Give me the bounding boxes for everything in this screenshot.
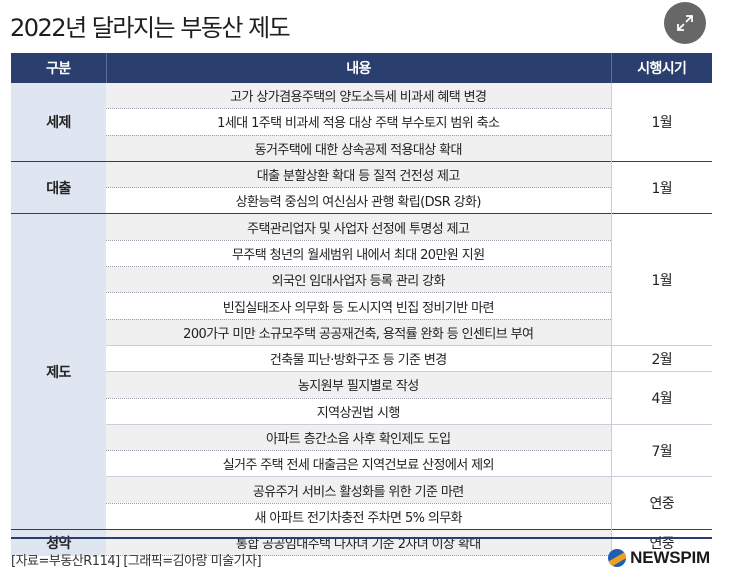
period-cell: 연중 — [610, 476, 712, 530]
content-cell: 1세대 1주택 비과세 적용 대상 주택 부수토지 범위 축소 — [106, 108, 611, 136]
header-period: 시행시기 — [611, 53, 712, 83]
table-row: 지역상권법 시행 — [11, 398, 712, 425]
logo-text: NEWSPIM — [630, 548, 710, 567]
table-row: 아파트 층간소음 사후 확인제도 도입 7월 — [11, 423, 712, 477]
content-cell: 200가구 미만 소규모주택 공공재건축, 용적률 완화 등 인센티브 부여 — [106, 319, 611, 346]
expand-icon — [677, 15, 693, 31]
table-row: 1세대 1주택 비과세 적용 대상 주택 부수토지 범위 축소 — [11, 108, 712, 136]
content-cell: 새 아파트 전기차충전 주차면 5% 의무화 — [106, 503, 611, 531]
content-cell: 동거주택에 대한 상속공제 적용대상 확대 — [106, 135, 611, 162]
content-cell: 빈집실태조사 의무화 등 도시지역 빈집 정비기반 마련 — [106, 292, 611, 320]
content-cell: 아파트 층간소음 사후 확인제도 도입 — [106, 423, 611, 452]
page-title: 2022년 달라지는 부동산 제도 — [10, 14, 291, 42]
table-row: 대출 대출 분할상환 확대 등 질적 건전성 제고 1월 — [11, 160, 712, 214]
table-row: 공유주거 서비스 활성화를 위한 기준 마련 연중 — [11, 476, 712, 530]
period-cell: 2월 — [610, 344, 712, 372]
header-content: 내용 — [106, 53, 612, 83]
expand-button[interactable] — [664, 2, 706, 44]
table-row: 동거주택에 대한 상속공제 적용대상 확대 — [11, 135, 712, 162]
header-category: 구분 — [11, 53, 107, 83]
table-header-row: 구분 내용 시행시기 — [11, 53, 712, 83]
content-cell: 통합 공공임대주택 다자녀 기준 2자녀 이상 확대 — [106, 529, 611, 557]
table-row: 상환능력 중심의 여신심사 관행 확립(DSR 강화) — [11, 187, 712, 215]
content-cell: 고가 상가겸용주택의 양도소득세 비과세 혜택 변경 — [106, 81, 611, 110]
period-cell: 4월 — [610, 371, 712, 425]
period-cell: 1월 — [610, 160, 712, 214]
table-row: 청약 통합 공공임대주택 다자녀 기준 2자녀 이상 확대 연중 — [11, 529, 712, 557]
content-cell: 상환능력 중심의 여신심사 관행 확립(DSR 강화) — [106, 187, 611, 215]
content-cell: 실거주 주택 전세 대출금은 지역건보료 산정에서 제외 — [106, 450, 611, 478]
content-cell: 지역상권법 시행 — [106, 398, 611, 425]
period-cell: 7월 — [610, 423, 712, 477]
period-cell: 1월 — [610, 82, 712, 162]
category-cell: 제도 — [11, 213, 106, 530]
category-cell: 세제 — [11, 82, 106, 162]
content-cell: 주택관리업자 및 사업자 선정에 투명성 제고 — [106, 213, 611, 241]
table-row: 200가구 미만 소규모주택 공공재건축, 용적률 완화 등 인센티브 부여 — [11, 319, 712, 346]
table-bottom-border — [11, 537, 712, 539]
table-row: 무주택 청년의 월세범위 내에서 최대 20만원 지원 — [11, 240, 712, 268]
content-cell: 공유주거 서비스 활성화를 위한 기준 마련 — [106, 476, 611, 504]
newspim-logo: NEWSPIM — [608, 548, 710, 568]
content-cell: 농지원부 필지별로 작성 — [106, 371, 611, 399]
content-cell: 건축물 피난·방화구조 등 기준 변경 — [106, 344, 611, 373]
content-cell: 외국인 임대사업자 등록 관리 강화 — [106, 266, 611, 294]
table-row: 새 아파트 전기차충전 주차면 5% 의무화 — [11, 503, 712, 531]
content-cell: 무주택 청년의 월세범위 내에서 최대 20만원 지원 — [106, 240, 611, 268]
category-cell: 청약 — [11, 529, 106, 556]
table-row: 실거주 주택 전세 대출금은 지역건보료 산정에서 제외 — [11, 450, 712, 478]
category-cell: 대출 — [11, 160, 106, 214]
policy-table: 구분 내용 시행시기 세제 고가 상가겸용주택의 양도소득세 비과세 혜택 변경… — [11, 53, 712, 557]
table-row: 외국인 임대사업자 등록 관리 강화 — [11, 266, 712, 294]
newspim-logo-icon — [608, 549, 627, 567]
table-row: 세제 고가 상가겸용주택의 양도소득세 비과세 혜택 변경 1월 — [11, 81, 712, 162]
table-row: 빈집실태조사 의무화 등 도시지역 빈집 정비기반 마련 — [11, 292, 712, 320]
table-row: 건축물 피난·방화구조 등 기준 변경 2월 — [11, 344, 712, 373]
source-credit: [자료=부동산R114] [그래픽=김아랑 미술기자] — [11, 554, 262, 569]
period-cell: 1월 — [610, 213, 712, 346]
table-row: 농지원부 필지별로 작성 4월 — [11, 371, 712, 425]
content-cell: 대출 분할상환 확대 등 질적 건전성 제고 — [106, 160, 611, 189]
period-cell: 연중 — [610, 529, 712, 556]
table-row: 제도 주택관리업자 및 사업자 선정에 투명성 제고 1월 — [11, 213, 712, 530]
